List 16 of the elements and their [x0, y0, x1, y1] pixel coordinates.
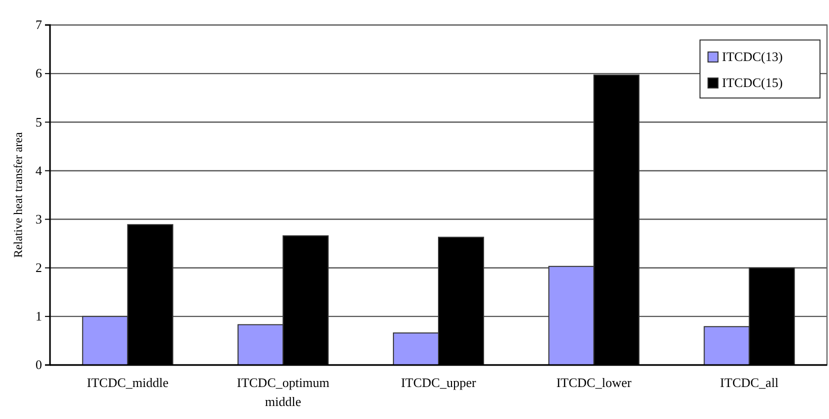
- y-tick-label: 3: [36, 211, 42, 226]
- legend-label: ITCDC(13): [722, 49, 783, 64]
- x-tick-label: ITCDC_lower: [556, 375, 632, 390]
- x-tick-label: ITCDC_middle: [86, 375, 169, 390]
- y-tick-label: 7: [36, 17, 42, 32]
- x-tick-label: ITCDC_optimum middle: [236, 375, 330, 409]
- y-axis-title: Relative heat transfer area: [11, 132, 25, 258]
- x-tick-label: ITCDC_upper: [400, 375, 477, 390]
- y-tick-label: 6: [36, 66, 42, 81]
- y-tick-label: 5: [36, 114, 42, 130]
- y-tick-label: 0: [36, 357, 42, 372]
- y-tick-label: 2: [36, 260, 42, 276]
- x-tick-label: ITCDC_all: [720, 375, 779, 390]
- legend-label: ITCDC(15): [722, 75, 783, 90]
- y-tick-label: 4: [36, 162, 42, 178]
- y-tick-label: 1: [36, 308, 42, 324]
